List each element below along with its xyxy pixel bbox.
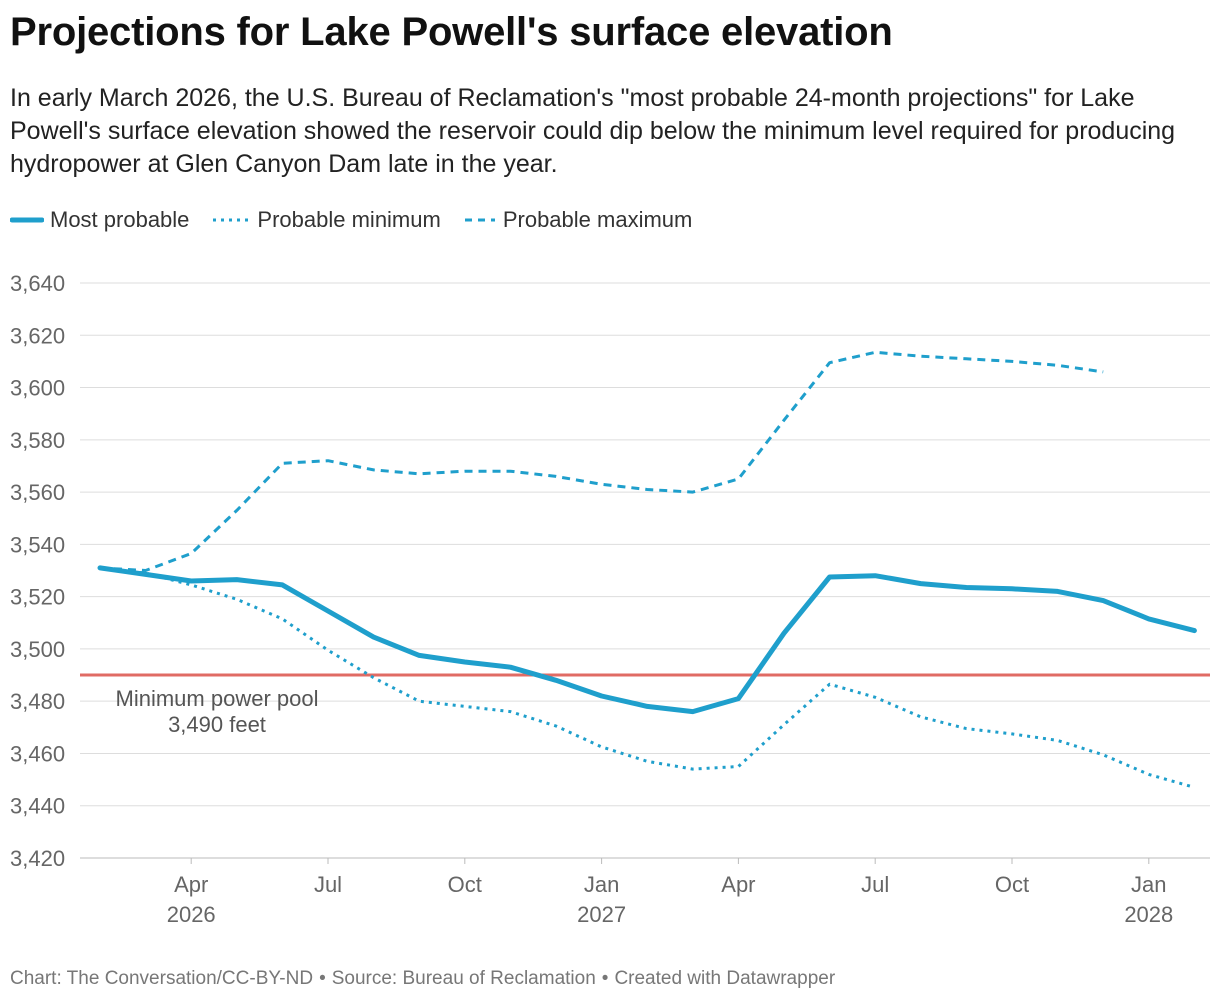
chart-subtitle: In early March 2026, the U.S. Bureau of …	[10, 84, 1176, 178]
threshold-label: Minimum power pool	[116, 686, 319, 711]
legend-label: Probable minimum	[257, 207, 441, 232]
x-tick-label: Oct	[448, 872, 482, 897]
legend-item-probable-maximum: Probable maximum	[463, 207, 693, 233]
page-title: Projections for Lake Powell's surface el…	[10, 10, 893, 54]
footer-separator: •	[319, 968, 326, 989]
footer-source: Source: Bureau of Reclamation	[331, 968, 596, 989]
dashed-line-swatch-icon	[464, 218, 495, 222]
y-tick-label: 3,520	[10, 585, 65, 610]
solid-line-swatch-icon	[10, 217, 44, 223]
x-tick-label: Jan	[1131, 872, 1166, 897]
y-tick-label: 3,420	[10, 846, 65, 871]
y-tick-label: 3,640	[10, 271, 65, 296]
chart-legend: Most probable Probable minimum Probable …	[10, 205, 714, 235]
threshold-value-label: 3,490 feet	[168, 712, 266, 737]
x-tick-label: Apr	[721, 872, 755, 897]
x-tick-year-label: 2028	[1124, 902, 1173, 927]
footer-separator: •	[601, 968, 609, 989]
series-line-probable-maximum	[99, 350, 1104, 572]
legend-label: Most probable	[50, 207, 190, 232]
y-tick-label: 3,540	[10, 532, 65, 557]
x-tick-year-label: 2026	[167, 902, 216, 927]
footer-credit: Chart: The Conversation/CC-BY-ND	[10, 968, 314, 989]
y-tick-label: 3,480	[10, 689, 65, 714]
legend-item-most-probable: Most probable	[10, 207, 189, 233]
y-tick-label: 3,500	[10, 637, 65, 662]
y-tick-label: 3,440	[10, 794, 65, 819]
y-tick-label: 3,560	[10, 480, 65, 505]
x-tick-label: Jul	[314, 872, 342, 897]
y-tick-label: 3,460	[10, 741, 65, 766]
y-tick-label: 3,620	[10, 323, 65, 348]
footer-created: Created with Datawrapper	[614, 968, 836, 989]
line-chart: 3,420 3,440 3,460 3,480 3,500 3,520 3,540 3,560…	[10, 271, 1210, 927]
x-tick-label: Jul	[861, 872, 889, 897]
y-tick-label: 3,580	[10, 428, 65, 453]
legend-label: Probable maximum	[502, 207, 693, 232]
x-tick-year-label: 2027	[577, 902, 626, 927]
x-tick-label: Jan	[584, 872, 619, 897]
y-tick-label: 3,600	[10, 376, 65, 401]
series-line-most-probable	[97, 565, 1197, 715]
dotted-line-swatch-icon	[213, 218, 250, 222]
x-tick-label: Oct	[995, 872, 1029, 897]
legend-item-probable-minimum: Probable minimum	[211, 207, 441, 233]
x-tick-label: Apr	[174, 872, 208, 897]
series-line-probable-minimum	[99, 566, 1195, 789]
chart-footer: Chart: The Conversation/CC-BY-ND • Source:…	[10, 968, 835, 990]
